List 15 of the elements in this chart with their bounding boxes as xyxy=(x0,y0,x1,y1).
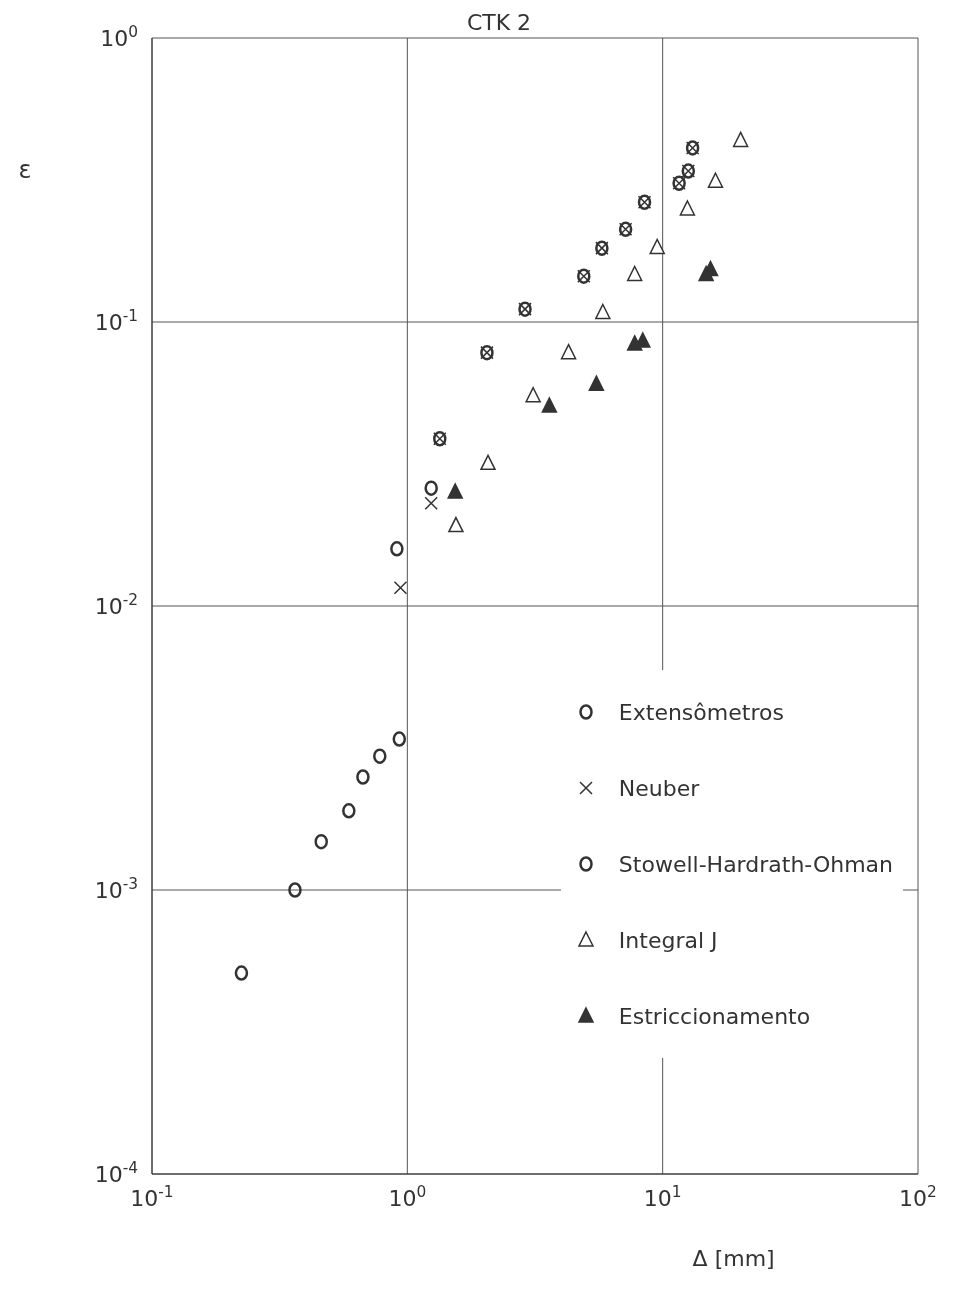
y-tick-label: 10$^{-1}$ xyxy=(94,307,138,335)
chart-title: CTK 2 xyxy=(466,10,532,35)
x-axis-title: Δ [mm] xyxy=(692,1246,775,1271)
x-tick-label: 10$^{1}$ xyxy=(643,1183,682,1211)
x-tick-label: 10$^{2}$ xyxy=(899,1183,937,1211)
y-axis-title: ε xyxy=(18,156,32,184)
legend-label: Extensômetros xyxy=(618,699,784,725)
legend-label: Integral J xyxy=(618,927,718,953)
y-tick-label: 10$^{0}$ xyxy=(100,23,138,51)
legend-label: Stowell-Hardrath-Ohman xyxy=(618,851,893,877)
legend-label: Estriccionamento xyxy=(618,1003,811,1029)
y-tick-label: 10$^{-3}$ xyxy=(94,875,138,903)
x-tick-label: 10$^{0}$ xyxy=(388,1183,427,1211)
y-tick-label: 10$^{-2}$ xyxy=(94,591,138,619)
legend-label: Neuber xyxy=(618,775,700,801)
